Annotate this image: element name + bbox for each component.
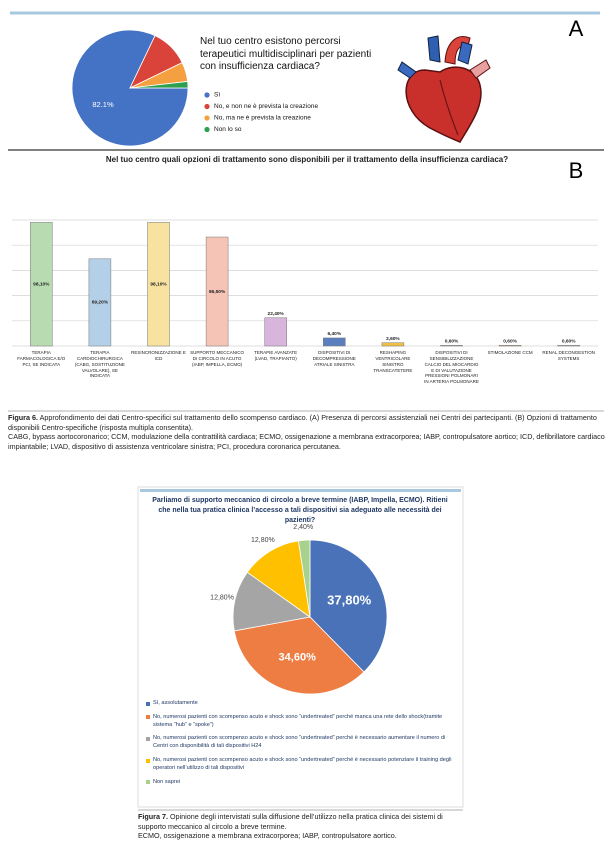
x-tick-label-box: STIMOLAZIONE CCM — [487, 350, 533, 355]
chart-frame-bar — [140, 489, 461, 492]
x-tick-label-box: RESHAPING VENTRICOLARE SINISTRO TRANSCAT… — [373, 350, 413, 373]
bar — [381, 342, 405, 347]
x-tick-label: DISPOSITIVI DI SENSIBILIZZAZIONE CALCIO … — [424, 350, 479, 385]
caption: Figura 7. Opinione degli intervistati su… — [138, 812, 443, 841]
legend-marker — [204, 103, 210, 110]
x-tick-label: RESINCRONIZZAZIONE E ICD — [131, 350, 186, 361]
legend-label: No, numerosi pazienti con scompenso acut… — [153, 757, 452, 771]
legend-marker — [204, 126, 210, 133]
legend-marker — [146, 780, 150, 785]
x-tick-label-box: TERAPIA FARMACOLOGICA E/O PCI, SE INDICA… — [17, 350, 66, 367]
x-tick-label-box: TERAPIE AVANZATE (LVAD, TRAPIANTO) — [254, 350, 298, 361]
legend-label: Non saprei — [153, 778, 181, 785]
x-tick-label: TERAPIE AVANZATE (LVAD, TRAPIANTO) — [254, 350, 298, 361]
x-tick-label: RENAL DECONGESTION SYSTEMS — [542, 350, 595, 361]
bar — [205, 236, 229, 347]
data-label: 69,20% — [92, 300, 109, 306]
data-label: 98,10% — [33, 281, 50, 287]
legend-label: No, numerosi pazienti con scompenso acut… — [153, 713, 443, 728]
legend-marker — [204, 115, 210, 121]
bar — [147, 222, 170, 347]
panel-label: A — [569, 16, 584, 41]
legend-marker — [146, 736, 150, 741]
bar — [440, 344, 463, 347]
legend-label: No, e non ne è prevista la creazione — [214, 103, 318, 110]
x-tick-label: TERAPIA FARMACOLOGICA E/O PCI, SE INDICA… — [17, 350, 66, 367]
legend-box: Sì, assolutamente No, numerosi pazienti c… — [146, 700, 458, 787]
pie-slice — [129, 81, 189, 89]
data-label: 2,40% — [293, 524, 313, 531]
chart-title: Parliamo di supporto meccanico di circol… — [152, 497, 448, 525]
x-tick-label-box: DISPOSITIVI DI DECOMPRESSIONE ATRIALE SI… — [312, 350, 356, 367]
chart-title: Nel tuo centro esistono percorsi terapeu… — [200, 36, 372, 72]
caption-abbreviations: ECMO, ossigenazione a membrana extracorp… — [138, 831, 397, 841]
chart-title-box: Nel tuo centro esistono percorsi terapeu… — [200, 36, 372, 72]
pie-slice — [309, 539, 388, 673]
legend-marker — [204, 92, 210, 98]
x-tick-label-box: DISPOSITIVI DI SENSIBILIZZAZIONE CALCIO … — [424, 350, 479, 385]
pie-slice — [246, 540, 311, 618]
x-tick-label-box: RESINCRONIZZAZIONE E ICD — [131, 350, 186, 361]
data-label: 0,60% — [562, 339, 576, 345]
data-label: 86,50% — [209, 289, 226, 295]
caption: Figura 6. Approfondimento dei dati Centr… — [8, 413, 605, 452]
chart-title-box: Parliamo di supporto meccanico di circol… — [152, 497, 448, 525]
legend-label: Sì, assolutamente — [153, 700, 198, 706]
data-label: 37,80% — [327, 592, 372, 607]
legend-item: No, numerosi pazienti con scompenso acut… — [146, 714, 458, 730]
data-label: 22,40% — [268, 311, 285, 317]
x-tick-label-box: RENAL DECONGESTION SYSTEMS — [542, 350, 595, 361]
legend-label: No, ma ne è prevista la creazione — [214, 115, 311, 122]
x-tick-label: STIMOLAZIONE CCM — [487, 350, 533, 355]
pie-slice — [298, 539, 311, 618]
caption-abbreviations: CABG, bypass aortocoronarico; CCM, modul… — [8, 432, 605, 452]
data-label: 12,80% — [210, 594, 234, 601]
legend-label: Non lo so — [214, 126, 242, 133]
caption-label: Figura 7. — [138, 812, 168, 821]
bar — [323, 337, 346, 347]
legend-item: Sì, assolutamente — [146, 700, 458, 708]
data-label: 12,80% — [251, 537, 275, 544]
legend-label: Sì — [214, 92, 220, 99]
caption-text: Opinione degli intervistati sulla diffus… — [138, 812, 443, 831]
x-tick-label-box: SUPPORTO MECCANICO DI CIRCOLO IN ACUTO (… — [190, 350, 245, 367]
data-label: 98,10% — [150, 281, 167, 287]
x-tick-label: RESHAPING VENTRICOLARE SINISTRO TRANSCAT… — [373, 350, 413, 373]
legend-marker — [146, 758, 150, 763]
legend-marker — [146, 715, 150, 720]
legend-item: No, numerosi pazienti con scompenso acut… — [146, 757, 458, 773]
data-label: 2,60% — [386, 336, 400, 342]
pie-slice — [233, 616, 365, 695]
x-tick-label-box: TERAPIA CARDIOCHIRURGICA (CABG, SOSTITUZ… — [74, 350, 125, 379]
panel-label: B — [569, 158, 584, 183]
caption-label: Figura 6. — [8, 413, 38, 422]
legend-marker — [146, 701, 150, 706]
heart-illustration — [397, 35, 491, 143]
data-label: 0,60% — [503, 339, 517, 345]
bar — [88, 258, 112, 347]
legend-label: No, numerosi pazienti con scompenso acut… — [153, 735, 446, 750]
legend: Sì, assolutamente No, numerosi pazienti c… — [146, 700, 458, 787]
bar — [264, 317, 287, 347]
bar — [557, 344, 580, 347]
data-label: 0,60% — [445, 339, 459, 345]
x-tick-label: TERAPIA CARDIOCHIRURGICA (CABG, SOSTITUZ… — [74, 350, 125, 379]
caption-text: Approfondimento dei dati Centro-specific… — [8, 413, 597, 432]
x-tick-label: DISPOSITIVI DI DECOMPRESSIONE ATRIALE SI… — [312, 350, 356, 367]
x-tick-label: SUPPORTO MECCANICO DI CIRCOLO IN ACUTO (… — [190, 350, 245, 367]
data-label: 82.1% — [92, 100, 114, 109]
chart-title: Nel tuo centro quali opzioni di trattame… — [106, 155, 508, 164]
bar — [30, 222, 53, 347]
data-label: 34,60% — [279, 651, 317, 663]
data-label: 6,40% — [327, 331, 341, 337]
legend-item: Non saprei — [146, 779, 458, 787]
legend-item: No, numerosi pazienti con scompenso acut… — [146, 735, 458, 751]
bar — [498, 344, 522, 347]
pie-slice — [232, 571, 312, 632]
